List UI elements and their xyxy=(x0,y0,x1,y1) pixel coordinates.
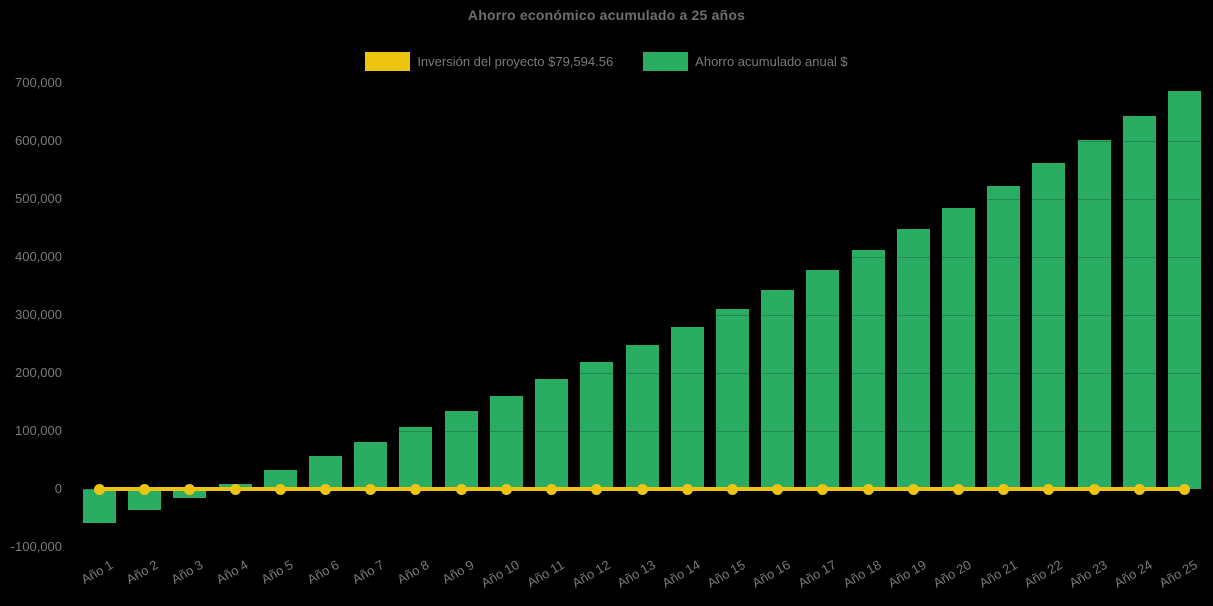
bar-anio-11 xyxy=(535,379,569,489)
x-tick-label: Año 17 xyxy=(795,557,839,591)
x-tick-label: Año 8 xyxy=(394,557,432,587)
investment-line-point xyxy=(184,483,196,495)
y-tick-label: 400,000 xyxy=(15,249,62,264)
investment-line-point xyxy=(817,483,829,495)
investment-line-point xyxy=(139,483,151,495)
y-tick-label: 600,000 xyxy=(15,133,62,148)
y-tick-label: 100,000 xyxy=(15,423,62,438)
x-tick-label: Año 10 xyxy=(478,557,522,591)
investment-line-point xyxy=(952,483,964,495)
x-tick-label: Año 24 xyxy=(1111,557,1155,591)
bar-anio-8 xyxy=(399,426,433,489)
y-tick-label: 0 xyxy=(54,481,62,496)
x-tick-label: Año 9 xyxy=(439,557,477,587)
investment-line-point xyxy=(681,483,693,495)
x-tick-label: Año 15 xyxy=(704,557,748,591)
gridline xyxy=(77,83,1207,84)
investment-line-point xyxy=(94,483,105,495)
bar-anio-24 xyxy=(1122,115,1156,489)
investment-line-point xyxy=(365,483,377,495)
x-tick-label: Año 11 xyxy=(524,557,568,591)
gridline xyxy=(77,199,1207,200)
bar-anio-21 xyxy=(987,185,1021,489)
bar-anio-17 xyxy=(806,270,840,489)
chart-legend: Inversión del proyecto $79,594.56 Ahorro … xyxy=(0,52,1213,71)
bar-anio-16 xyxy=(761,289,795,489)
x-tick-label: Año 19 xyxy=(885,557,929,591)
legend-label: Ahorro acumulado anual $ xyxy=(695,54,848,69)
x-tick-label: Año 25 xyxy=(1156,557,1201,591)
bar-anio-12 xyxy=(580,362,614,489)
legend-label: Inversión del proyecto $79,594.56 xyxy=(417,54,614,69)
y-tick-label: 200,000 xyxy=(15,365,62,380)
investment-line-point xyxy=(1043,483,1055,495)
investment-line-point xyxy=(546,483,558,495)
y-tick-label: 300,000 xyxy=(15,307,62,322)
investment-line-point xyxy=(1179,483,1191,495)
bar-anio-7 xyxy=(354,441,388,489)
investment-line-point xyxy=(1133,483,1145,495)
x-tick-label: Año 4 xyxy=(213,557,251,587)
x-tick-label: Año 23 xyxy=(1066,557,1110,591)
x-tick-label: Año 12 xyxy=(569,557,613,591)
bar-anio-15 xyxy=(715,308,749,489)
x-tick-label: Año 22 xyxy=(1021,557,1065,591)
legend-swatch-line xyxy=(365,52,411,71)
investment-line-point xyxy=(726,483,738,495)
chart-title: Ahorro económico acumulado a 25 años xyxy=(467,7,746,23)
x-tick-label: Año 6 xyxy=(304,557,342,587)
bar-anio-13 xyxy=(625,344,659,489)
x-tick-label: Año 18 xyxy=(840,557,884,591)
investment-line-point xyxy=(636,483,648,495)
gridline xyxy=(77,257,1207,258)
x-tick-label: Año 13 xyxy=(614,557,658,591)
x-tick-label: Año 14 xyxy=(659,557,703,591)
bar-anio-5 xyxy=(263,470,297,489)
x-tick-label: Año 1 xyxy=(78,557,115,587)
investment-line-point xyxy=(500,483,512,495)
investment-line-point xyxy=(1088,483,1100,495)
x-tick-label: Año 5 xyxy=(258,557,296,587)
y-tick-label: -100,000 xyxy=(10,539,62,554)
bar-anio-23 xyxy=(1077,139,1111,489)
investment-line-point xyxy=(862,483,874,495)
bar-anio-19 xyxy=(896,229,930,489)
y-tick-label: 700,000 xyxy=(15,75,62,90)
bar-anio-20 xyxy=(941,207,975,489)
investment-line-point xyxy=(998,483,1010,495)
investment-line-point xyxy=(591,483,603,495)
x-tick-label: Año 7 xyxy=(349,557,387,587)
gridline xyxy=(77,315,1207,316)
x-tick-label: Año 16 xyxy=(749,557,794,591)
gridline xyxy=(77,431,1207,432)
x-tick-label: Año 20 xyxy=(930,557,974,591)
x-tick-label: Año 3 xyxy=(168,557,206,587)
bar-anio-14 xyxy=(670,327,704,489)
bar-anio-1 xyxy=(83,489,116,523)
gridline xyxy=(77,141,1207,142)
investment-line-point xyxy=(410,483,422,495)
bar-anio-9 xyxy=(444,411,478,489)
legend-swatch-bar xyxy=(643,52,689,71)
investment-line-point xyxy=(455,483,467,495)
investment-line-point xyxy=(772,483,784,495)
x-tick-label: Año 21 xyxy=(976,557,1020,591)
gridline xyxy=(77,547,1207,548)
investment-line-point xyxy=(320,483,332,495)
gridline xyxy=(77,373,1207,374)
bar-anio-18 xyxy=(851,249,885,489)
investment-line-point xyxy=(274,483,286,495)
bar-anio-25 xyxy=(1168,91,1202,489)
investment-line-point xyxy=(229,483,241,495)
bar-anio-10 xyxy=(489,395,523,489)
legend-item-bar[interactable]: Ahorro acumulado anual $ xyxy=(643,52,848,71)
y-tick-label: 500,000 xyxy=(15,191,62,206)
bar-anio-2 xyxy=(128,489,162,511)
bar-anio-22 xyxy=(1032,163,1066,489)
investment-line-point xyxy=(907,483,919,495)
x-tick-label: Año 2 xyxy=(123,557,161,587)
legend-item-line[interactable]: Inversión del proyecto $79,594.56 xyxy=(365,52,613,71)
